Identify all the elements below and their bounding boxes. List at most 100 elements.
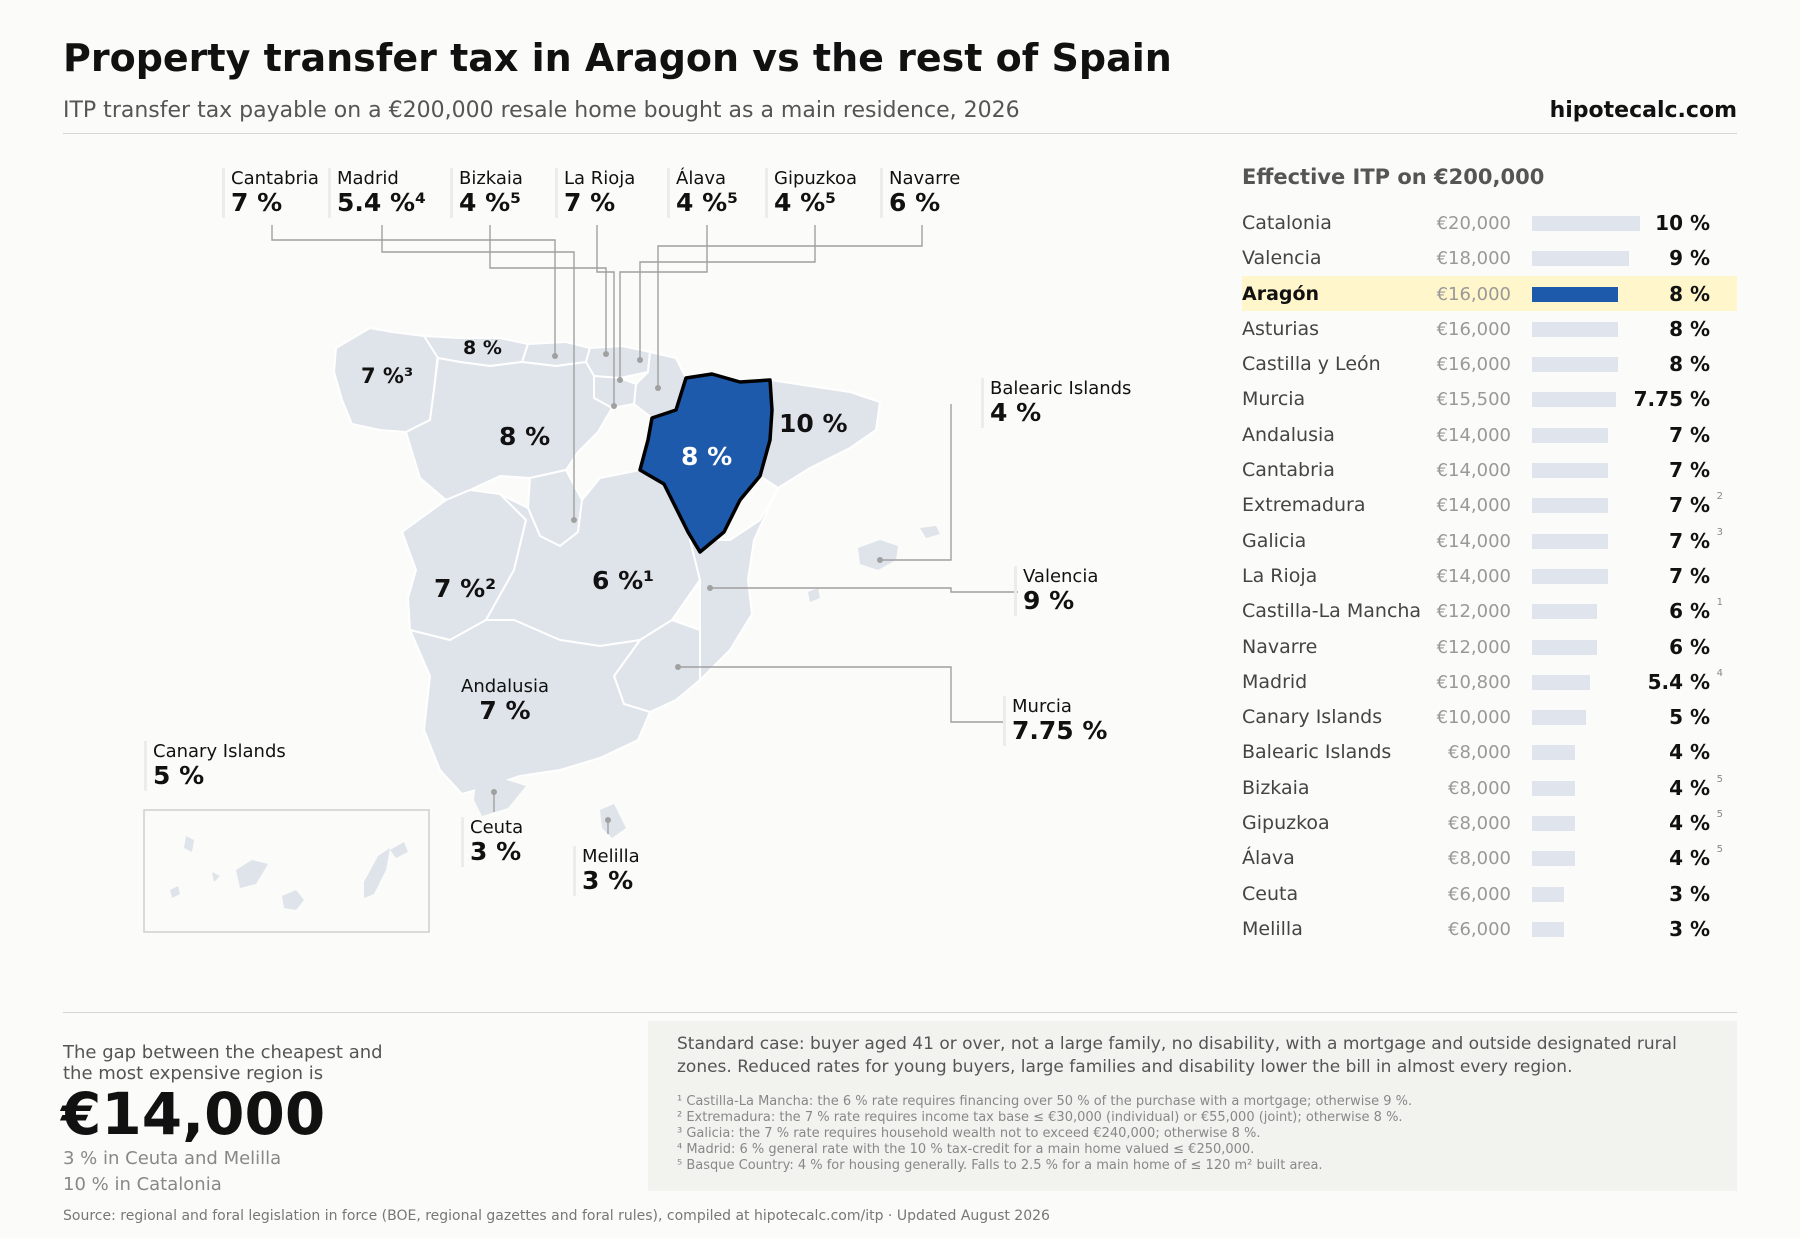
row-amount: €16,000 [1436, 318, 1511, 340]
list-row: Balearic Islands €8,000 4 % [1242, 734, 1737, 769]
list-row: Catalonia €20,000 10 % [1242, 205, 1737, 240]
row-region-name: Extremadura [1242, 494, 1366, 517]
row-region-name: Ceuta [1242, 882, 1299, 905]
row-amount: €12,000 [1436, 636, 1511, 658]
footnote: ¹ Castilla-La Mancha: the 6 % rate requi… [677, 1094, 1413, 1109]
row-amount: €8,000 [1448, 813, 1511, 835]
gap-high: 10 % in Catalonia [63, 1174, 222, 1195]
list-row: Aragón €16,000 8 % [1242, 275, 1737, 311]
canary-inset-frame [143, 809, 430, 933]
label-aragon: 8 % [681, 442, 733, 471]
leader-lines [271, 225, 1018, 834]
row-rate: 8 % [1669, 281, 1710, 306]
row-bar [1532, 674, 1591, 690]
row-rate: 4 % [1669, 775, 1710, 800]
row-region-name: Asturias [1242, 317, 1320, 340]
row-region-name: Gipuzkoa [1242, 812, 1330, 835]
brand-link[interactable]: hipotecalc.com [1549, 98, 1737, 123]
list-row: La Rioja €14,000 7 % [1242, 558, 1737, 593]
source-note: Source: regional and foral legislation i… [63, 1208, 1050, 1224]
gap-intro: The gap between the cheapest and the mos… [63, 1042, 383, 1084]
territory-ceuta [474, 778, 526, 816]
row-region-name: Castilla-La Mancha [1242, 600, 1422, 623]
island-canary-6 [390, 842, 408, 858]
island-ibiza [808, 588, 820, 602]
row-bar [1532, 533, 1608, 549]
row-region-name: Canary Islands [1242, 706, 1383, 729]
list-row: Álava €8,000 4 % 5 [1242, 840, 1737, 875]
region-aragon[interactable] [638, 372, 774, 554]
list-row: Murcia €15,500 7.75 % [1242, 381, 1737, 416]
row-region-name: Aragón [1242, 282, 1320, 305]
row-amount: €14,000 [1436, 424, 1511, 446]
row-footnote-ref: 3 [1716, 526, 1723, 538]
row-amount: €20,000 [1436, 213, 1511, 234]
island-canary-1 [184, 836, 194, 852]
row-region-name: Madrid [1242, 670, 1308, 693]
row-amount: €6,000 [1448, 918, 1511, 940]
row-rate: 6 % [1669, 634, 1710, 659]
row-bar [1532, 816, 1576, 832]
callout-bizkaia: Bizkaia 4 %⁵ [450, 168, 523, 218]
row-amount: €14,000 [1436, 460, 1511, 482]
row-bar [1532, 427, 1608, 443]
row-footnote-ref: 1 [1716, 597, 1723, 609]
footnote: ² Extremadura: the 7 % rate requires inc… [677, 1110, 1403, 1125]
row-amount: €8,000 [1448, 742, 1511, 764]
row-bar [1532, 357, 1619, 373]
row-region-name: Castilla y León [1242, 353, 1381, 376]
row-rate: 6 % [1669, 599, 1710, 624]
gap-value: €14,000 [61, 1080, 326, 1148]
row-region-name: Balearic Islands [1242, 741, 1392, 764]
row-footnote-ref: 5 [1716, 809, 1723, 821]
row-bar [1532, 216, 1640, 231]
row-footnote-ref: 5 [1716, 844, 1723, 856]
row-rate: 5 % [1669, 705, 1710, 730]
callout-andalusia: Andalusia 7 % [461, 676, 549, 725]
row-rate: 4 % [1669, 811, 1710, 836]
island-menorca [920, 526, 940, 538]
row-bar [1532, 921, 1565, 937]
list-row: Galicia €14,000 7 % 3 [1242, 523, 1737, 558]
callout-navarre: Navarre 6 % [880, 168, 960, 218]
footnotes: ¹ Castilla-La Mancha: the 6 % rate requi… [677, 1094, 1717, 1174]
row-region-name: Bizkaia [1242, 776, 1310, 799]
footnote: ³ Galicia: the 7 % rate requires househo… [677, 1126, 1261, 1141]
row-amount: €14,000 [1436, 565, 1511, 587]
region-castilla-la-mancha[interactable] [485, 469, 701, 647]
row-rate: 8 % [1669, 352, 1710, 377]
row-bar [1532, 851, 1576, 867]
label-castilla-leon: 8 % [499, 422, 551, 451]
row-rate: 10 % [1655, 211, 1710, 235]
callout-canary: Canary Islands 5 % [144, 741, 286, 791]
row-rate: 7 % [1669, 563, 1710, 588]
row-rate: 3 % [1669, 916, 1710, 941]
list-row: Extremadura €14,000 7 % 2 [1242, 487, 1737, 522]
row-bar [1532, 286, 1619, 302]
island-canary-3 [236, 860, 268, 888]
row-amount: €16,000 [1436, 354, 1511, 376]
row-region-name: Catalonia [1242, 212, 1332, 234]
island-mallorca [858, 540, 898, 570]
callout-gipuzkoa: Gipuzkoa 4 %⁵ [765, 168, 857, 218]
row-rate: 4 % [1669, 740, 1710, 765]
row-rate: 7 % [1669, 458, 1710, 483]
rate-list: Catalonia €20,000 10 % Valencia €18,000 9 % Ar… [1242, 205, 1737, 946]
island-canary-2 [212, 872, 220, 882]
region-castilla-leon[interactable] [405, 357, 613, 501]
row-region-name: Murcia [1242, 388, 1306, 411]
row-rate: 9 % [1669, 246, 1710, 271]
row-footnote-ref: 4 [1716, 667, 1723, 679]
row-amount: €14,000 [1436, 495, 1511, 517]
label-extremadura: 7 %² [434, 574, 497, 603]
list-row: Cantabria €14,000 7 % [1242, 452, 1737, 487]
notes-box: Standard case: buyer aged 41 or over, no… [648, 1021, 1737, 1191]
row-rate: 7.75 % [1633, 387, 1710, 412]
island-canary-7 [170, 886, 180, 898]
region-andalusia[interactable] [409, 619, 651, 795]
callout-balearic: Balearic Islands 4 % [981, 378, 1131, 428]
row-amount: €15,500 [1436, 389, 1511, 411]
list-row: Canary Islands €10,000 5 % [1242, 699, 1737, 734]
list-row: Castilla-La Mancha €12,000 6 % 1 [1242, 593, 1737, 628]
callout-la-rioja: La Rioja 7 % [555, 168, 635, 218]
